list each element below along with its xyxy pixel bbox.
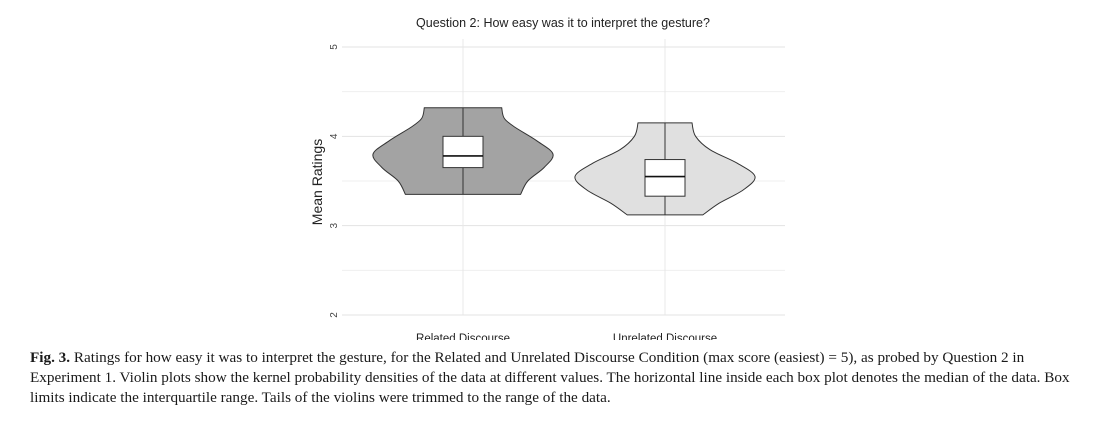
iqr-box [442, 135, 484, 169]
figure-label: Fig. 3. [30, 349, 71, 366]
x-tick-label: Unrelated Discourse [613, 333, 717, 340]
y-tick-label: 3 [329, 222, 340, 228]
iqr-box [644, 159, 686, 197]
x-tick-label: Related Discourse [416, 333, 510, 340]
figure-caption-text: Ratings for how easy it was to interpret… [30, 349, 1070, 406]
chart-title: Question 2: How easy was it to interpret… [416, 16, 710, 30]
y-tick-label: 2 [329, 312, 340, 318]
y-axis-label: Mean Ratings [309, 139, 325, 225]
violins [372, 107, 756, 216]
y-tick-labels: 2 3 4 5 [329, 44, 340, 318]
y-tick-label: 4 [329, 133, 340, 139]
y-tick-label: 5 [329, 44, 340, 50]
figure-caption: Fig. 3. Ratings for how easy it was to i… [30, 348, 1080, 408]
x-tick-labels: Related Discourse Unrelated Discourse [416, 333, 717, 340]
violin-chart: Question 2: How easy was it to interpret… [309, 16, 785, 340]
